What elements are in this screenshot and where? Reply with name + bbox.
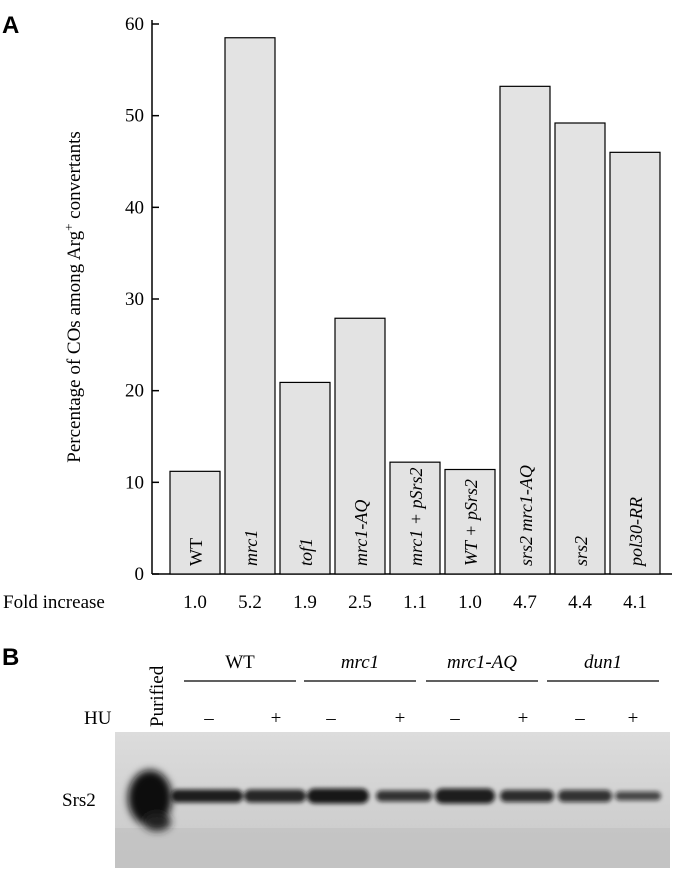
fold-value: 1.0 bbox=[458, 592, 482, 613]
fold-value: 2.5 bbox=[348, 592, 372, 613]
panel-a-letter: A bbox=[2, 12, 19, 39]
bar-label: srs2 mrc1-AQ bbox=[516, 465, 536, 566]
hu-sign: – bbox=[325, 708, 336, 729]
bar-label: mrc1 + pSrs2 bbox=[406, 468, 426, 566]
srs2-band bbox=[435, 788, 495, 804]
hu-signs: – + – + – + – + bbox=[203, 708, 638, 729]
fold-value: 1.9 bbox=[293, 592, 317, 613]
srs2-band bbox=[615, 791, 661, 801]
fold-values: 1.0 5.2 1.9 2.5 1.1 1.0 4.7 4.4 4.1 bbox=[183, 592, 647, 613]
hu-sign: + bbox=[271, 708, 282, 729]
srs2-band bbox=[307, 788, 369, 804]
y-axis-label: Percentage of COs among Arg+ convertants bbox=[61, 131, 85, 463]
bar-labels: WT mrc1 tof1 mrc1-AQ mrc1 + pSrs2 WT + pSrs2 s… bbox=[186, 465, 646, 568]
srs2-band bbox=[376, 790, 432, 802]
purified-band bbox=[128, 770, 172, 831]
bar bbox=[554, 122, 606, 575]
y-ticks: 0 10 20 30 40 50 60 bbox=[125, 14, 159, 585]
bar-label: WT + pSrs2 bbox=[461, 479, 481, 566]
group-labels: WT mrc1 mrc1-AQ dun1 bbox=[184, 652, 659, 682]
y-tick-label: 40 bbox=[125, 197, 144, 218]
group-label: WT bbox=[225, 652, 255, 673]
blot-lower-shade bbox=[115, 828, 670, 868]
y-tick-label: 10 bbox=[125, 472, 144, 493]
y-tick-label: 0 bbox=[135, 564, 145, 585]
srs2-label: Srs2 bbox=[62, 790, 96, 811]
srs2-band bbox=[244, 789, 306, 803]
hu-label: HU bbox=[84, 708, 112, 729]
fold-value: 1.0 bbox=[183, 592, 207, 613]
bar bbox=[444, 468, 496, 575]
fold-value: 5.2 bbox=[238, 592, 262, 613]
bar-label: mrc1-AQ bbox=[351, 500, 371, 566]
bar-label: srs2 bbox=[571, 536, 591, 566]
hu-sign: + bbox=[628, 708, 639, 729]
fold-increase-label: Fold increase bbox=[3, 592, 105, 613]
srs2-band bbox=[500, 790, 554, 802]
srs2-band bbox=[558, 790, 612, 802]
bar-label: mrc1 bbox=[241, 530, 261, 566]
y-tick-label: 20 bbox=[125, 381, 144, 402]
bar bbox=[389, 461, 441, 575]
group-label: dun1 bbox=[584, 652, 622, 673]
srs2-bands bbox=[171, 788, 661, 804]
hu-sign: + bbox=[518, 708, 529, 729]
y-tick-label: 30 bbox=[125, 289, 144, 310]
fold-value: 4.4 bbox=[568, 592, 592, 613]
srs2-band bbox=[171, 789, 243, 803]
y-tick-label: 50 bbox=[125, 106, 144, 127]
panel-b-letter: B bbox=[2, 644, 19, 671]
bar bbox=[169, 470, 221, 575]
bars bbox=[169, 37, 661, 575]
purified-label: Purified bbox=[147, 665, 168, 727]
bar-label: tof1 bbox=[296, 538, 316, 566]
fold-value: 4.7 bbox=[513, 592, 537, 613]
bar bbox=[609, 151, 661, 575]
hu-sign: – bbox=[449, 708, 460, 729]
bar bbox=[224, 37, 276, 575]
hu-sign: – bbox=[574, 708, 585, 729]
fold-value: 4.1 bbox=[623, 592, 647, 613]
bar-chart: 0 10 20 30 40 50 60 WT mrc1 tof1 mrc1-AQ mrc1 + pS… bbox=[61, 14, 672, 585]
bar bbox=[334, 317, 386, 575]
fold-value: 1.1 bbox=[403, 592, 427, 613]
bar-label: pol30-RR bbox=[626, 497, 646, 568]
group-label: mrc1-AQ bbox=[447, 652, 517, 673]
hu-sign: – bbox=[203, 708, 214, 729]
bar-label: WT bbox=[186, 538, 206, 566]
bar bbox=[279, 381, 331, 575]
group-label: mrc1 bbox=[341, 652, 379, 673]
bar bbox=[499, 85, 551, 575]
hu-sign: + bbox=[395, 708, 406, 729]
y-tick-label: 60 bbox=[125, 14, 144, 35]
